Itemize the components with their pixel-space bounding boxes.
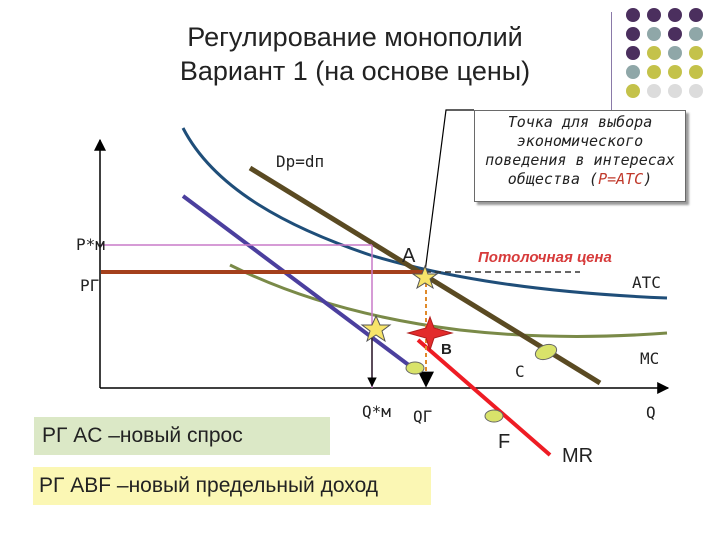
- decor-dot: [647, 8, 661, 22]
- note-new-mr: PГ ABF –новый предельный доход: [33, 467, 431, 505]
- decor-dot-grid: [626, 8, 716, 103]
- title-line-2: Вариант 1 (на основе цены): [179, 56, 531, 86]
- decor-dot: [626, 46, 640, 60]
- point-c-label: C: [515, 362, 525, 381]
- callout-prefix: общества (: [507, 170, 599, 188]
- decor-dot: [668, 8, 682, 22]
- note-new-demand: PГ AC –новый спрос: [34, 417, 330, 455]
- decor-divider: [611, 12, 612, 116]
- marker-mr-end: [405, 361, 425, 375]
- decor-dot: [647, 84, 661, 98]
- decor-dot: [689, 8, 703, 22]
- decor-dot: [668, 46, 682, 60]
- callout-box: Точка для выбора экономического поведени…: [474, 110, 686, 202]
- decor-dot: [689, 46, 703, 60]
- point-b-label: B: [441, 341, 452, 358]
- atc-label: ATC: [632, 273, 661, 292]
- p-monopoly-label: P*м: [76, 235, 105, 254]
- q-gov-label: QГ: [413, 407, 432, 426]
- callout-line-1: Точка для выбора: [507, 113, 653, 131]
- callout-line-3: поведения в интересах: [485, 151, 675, 169]
- new-mr-line: [416, 338, 552, 457]
- decor-dot: [668, 84, 682, 98]
- q-monopoly-label: Q*м: [362, 402, 391, 421]
- decor-dot: [689, 84, 703, 98]
- callout-formula: P=ATC: [598, 170, 644, 188]
- mr-label: MR: [562, 445, 593, 467]
- callout-line-2: экономического: [516, 132, 644, 150]
- decor-dot: [626, 65, 640, 79]
- ceiling-label: Потолочная цена: [478, 249, 612, 266]
- p-gov-label: PГ: [80, 276, 99, 295]
- decor-dot: [626, 8, 640, 22]
- star-monopoly-point: [360, 314, 392, 343]
- demand-label: Dр=dп: [276, 152, 324, 171]
- decor-dot: [647, 46, 661, 60]
- point-f-label: F: [498, 431, 510, 453]
- slide-title: Регулирование монополий Вариант 1 (на ос…: [120, 20, 590, 88]
- decor-dot: [647, 27, 661, 41]
- callout-pointer: [424, 109, 474, 273]
- mc-curve: [229, 263, 668, 338]
- callout-suffix: ): [643, 170, 653, 188]
- title-line-1: Регулирование монополий: [187, 22, 523, 52]
- star-point-a: [411, 264, 439, 290]
- star-point-b: [406, 315, 454, 352]
- decor-dot: [668, 65, 682, 79]
- mr-line: [181, 194, 420, 374]
- decor-dot: [668, 27, 682, 41]
- point-a-label: A: [402, 245, 416, 267]
- q-axis-label: Q: [646, 403, 656, 422]
- marker-point-f: [484, 409, 504, 423]
- decor-dot: [647, 65, 661, 79]
- marker-point-c: [534, 343, 558, 361]
- decor-dot: [626, 84, 640, 98]
- mc-label: MC: [640, 349, 659, 368]
- decor-dot: [689, 27, 703, 41]
- callout-line-4: общества (P=ATC): [475, 170, 685, 189]
- decor-dot: [626, 27, 640, 41]
- decor-dot: [689, 65, 703, 79]
- atc-curve: [181, 127, 668, 300]
